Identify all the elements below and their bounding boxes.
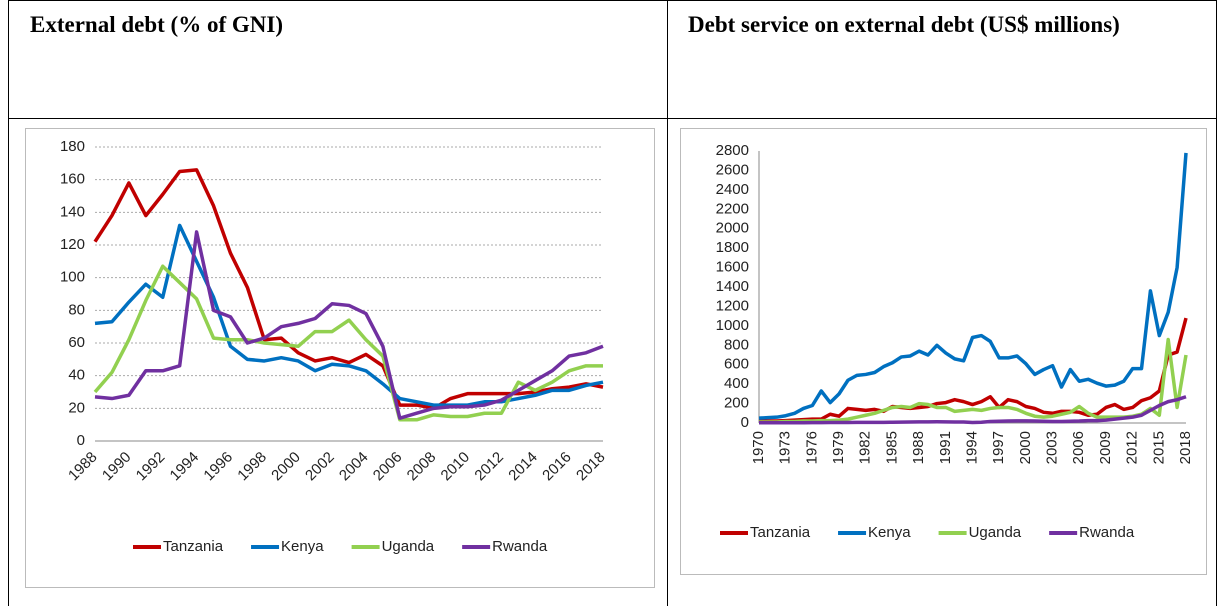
border — [8, 0, 9, 606]
x-tick-label: 1985 — [883, 431, 900, 464]
legend-label: Rwanda — [492, 538, 548, 555]
chart-frame — [25, 128, 655, 588]
y-tick-label: 2400 — [716, 181, 749, 198]
chart: 0 20 40 60 80 100 120 140 160 180 1988199019921994… — [25, 128, 655, 588]
x-tick-label: 2000 — [268, 449, 304, 485]
x-tick-label: 2008 — [404, 449, 440, 485]
y-tick-label: 200 — [724, 395, 749, 412]
x-tick-label: 1992 — [133, 449, 169, 485]
legend-label: Tanzania — [750, 524, 811, 541]
y-tick-label: 600 — [724, 356, 749, 373]
y-tick-label: 1400 — [716, 278, 749, 295]
border — [8, 0, 1217, 1]
legend-label: Uganda — [969, 524, 1022, 541]
x-tick-label: 1988 — [910, 431, 927, 464]
chart-frame — [680, 128, 1207, 575]
y-tick-label: 1800 — [716, 239, 749, 256]
x-tick-label: 1988 — [65, 449, 101, 485]
x-tick-label: 2004 — [336, 449, 372, 485]
x-tick-label: 1976 — [803, 431, 820, 464]
y-tick-label: 0 — [77, 432, 85, 449]
series-line — [759, 395, 1187, 425]
y-tick-label: 2600 — [716, 161, 749, 178]
y-tick-label: 60 — [68, 334, 85, 351]
x-tick-label: 1994 — [963, 431, 980, 464]
x-tick-label: 1982 — [857, 431, 874, 464]
border — [8, 118, 1217, 119]
series-line — [94, 230, 604, 420]
y-tick-label: 1600 — [716, 259, 749, 276]
y-tick-label: 2200 — [716, 200, 749, 217]
legend-label: Kenya — [281, 538, 324, 555]
x-tick-label: 1973 — [777, 431, 794, 464]
y-tick-label: 0 — [741, 414, 749, 431]
border — [1216, 0, 1217, 606]
y-tick-label: 1000 — [716, 317, 749, 334]
y-tick-label: 140 — [60, 203, 85, 220]
header-cell: Debt service on external debt (US$ milli… — [688, 12, 1120, 37]
x-tick-label: 1996 — [200, 449, 236, 485]
y-tick-label: 2800 — [716, 142, 749, 159]
x-tick-label: 1990 — [99, 449, 135, 485]
y-tick-label: 120 — [60, 236, 85, 253]
border — [667, 0, 668, 606]
x-tick-label: 1970 — [750, 431, 767, 464]
x-tick-label: 2018 — [1177, 431, 1194, 464]
x-tick-label: 2016 — [539, 449, 575, 485]
x-tick-label: 2012 — [471, 449, 507, 485]
y-tick-label: 40 — [68, 367, 85, 384]
legend-label: Uganda — [382, 538, 435, 555]
y-tick-label: 100 — [60, 269, 85, 286]
x-tick-label: 2015 — [1150, 431, 1167, 464]
chart: 0 200 400 600 800 1000 1200 1400 1600 1800 2000 220… — [680, 128, 1207, 575]
legend-label: Rwanda — [1079, 524, 1135, 541]
x-tick-label: 2010 — [438, 449, 474, 485]
y-tick-label: 1200 — [716, 297, 749, 314]
x-tick-label: 2006 — [1070, 431, 1087, 464]
x-tick-label: 2003 — [1044, 431, 1061, 464]
x-tick-label: 2018 — [573, 449, 609, 485]
y-tick-label: 180 — [60, 138, 85, 155]
x-tick-label: 1991 — [937, 431, 954, 464]
series-line — [94, 223, 604, 407]
header-cell: External debt (% of GNI) — [30, 12, 283, 37]
x-tick-label: 2014 — [505, 449, 541, 485]
x-tick-label: 2000 — [1017, 431, 1034, 464]
x-tick-label: 2002 — [302, 449, 338, 485]
x-tick-label: 1994 — [167, 449, 203, 485]
y-tick-label: 20 — [68, 399, 85, 416]
legend-label: Kenya — [868, 524, 911, 541]
x-tick-label: 2012 — [1124, 431, 1141, 464]
series-line — [93, 168, 604, 411]
series-line — [93, 264, 603, 422]
y-tick-label: 160 — [60, 171, 85, 188]
x-tick-label: 1997 — [990, 431, 1007, 464]
y-tick-label: 800 — [724, 336, 749, 353]
y-tick-label: 80 — [68, 301, 85, 318]
y-tick-label: 400 — [724, 375, 749, 392]
legend-label: Tanzania — [163, 538, 224, 555]
series-line — [758, 152, 1188, 420]
x-tick-label: 1998 — [234, 449, 270, 485]
x-tick-label: 2009 — [1097, 431, 1114, 464]
series-line — [759, 337, 1188, 424]
x-tick-label: 2006 — [370, 449, 406, 485]
series-line — [759, 317, 1188, 423]
y-tick-label: 2000 — [716, 220, 749, 237]
x-tick-label: 1979 — [830, 431, 847, 464]
